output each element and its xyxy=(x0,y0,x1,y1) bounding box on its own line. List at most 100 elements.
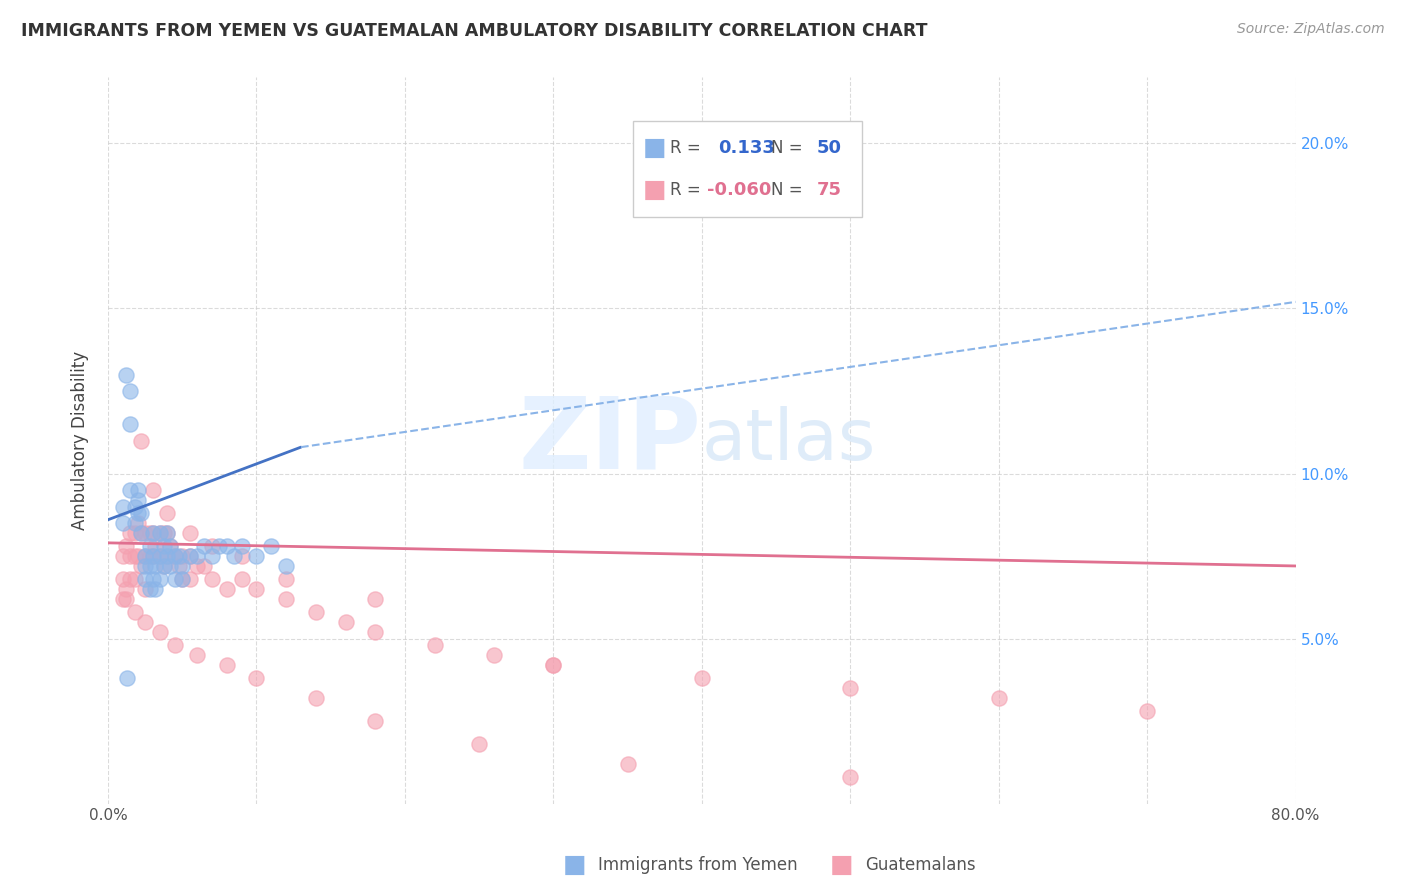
Point xyxy=(186,648,208,662)
Point xyxy=(179,525,201,540)
Point xyxy=(141,483,163,497)
Point xyxy=(153,525,176,540)
Point xyxy=(117,671,139,685)
Point xyxy=(141,525,163,540)
Point xyxy=(141,549,163,563)
Point xyxy=(276,572,298,586)
Point xyxy=(468,737,491,751)
Point xyxy=(138,558,160,573)
Point xyxy=(201,572,224,586)
Text: Guatemalans: Guatemalans xyxy=(865,856,976,874)
Text: 75: 75 xyxy=(817,181,841,199)
Point xyxy=(145,539,167,553)
Point xyxy=(127,516,149,530)
Point xyxy=(482,648,505,662)
Point xyxy=(172,572,194,586)
Point xyxy=(423,638,446,652)
Point xyxy=(163,549,186,563)
Point xyxy=(156,525,179,540)
Point xyxy=(245,671,267,685)
Point xyxy=(839,770,862,784)
Point xyxy=(127,549,149,563)
Point xyxy=(120,483,142,497)
Point xyxy=(201,549,224,563)
Point xyxy=(138,525,160,540)
Point xyxy=(149,624,172,639)
Point xyxy=(134,582,156,596)
Point xyxy=(127,506,149,520)
Point xyxy=(159,539,181,553)
Point xyxy=(129,558,152,573)
Text: N =: N = xyxy=(770,138,803,157)
Point xyxy=(138,549,160,563)
Text: N =: N = xyxy=(770,181,803,199)
Point xyxy=(127,483,149,497)
Point xyxy=(231,572,253,586)
Point xyxy=(153,539,176,553)
Text: 0.133: 0.133 xyxy=(718,138,775,157)
Point xyxy=(172,572,194,586)
Point xyxy=(141,572,163,586)
Point xyxy=(120,417,142,431)
Point xyxy=(690,671,713,685)
Point xyxy=(364,714,387,728)
Point xyxy=(156,525,179,540)
Point xyxy=(231,539,253,553)
Point xyxy=(129,434,152,448)
Point xyxy=(163,638,186,652)
Point xyxy=(127,492,149,507)
Text: ■: ■ xyxy=(643,136,666,160)
Point xyxy=(215,657,238,672)
Point xyxy=(276,558,298,573)
Point xyxy=(120,549,142,563)
Text: R =: R = xyxy=(671,138,700,157)
Point xyxy=(114,368,136,382)
Point xyxy=(145,582,167,596)
Point xyxy=(193,558,215,573)
Point xyxy=(120,384,142,398)
Point xyxy=(124,572,146,586)
Point xyxy=(201,539,224,553)
Point xyxy=(153,558,176,573)
Point xyxy=(120,525,142,540)
Point xyxy=(616,757,638,772)
Text: R =: R = xyxy=(671,181,700,199)
Point xyxy=(215,539,238,553)
Point xyxy=(364,591,387,606)
Point xyxy=(186,558,208,573)
Point xyxy=(120,572,142,586)
Point xyxy=(179,549,201,563)
Point xyxy=(149,525,172,540)
Text: IMMIGRANTS FROM YEMEN VS GUATEMALAN AMBULATORY DISABILITY CORRELATION CHART: IMMIGRANTS FROM YEMEN VS GUATEMALAN AMBU… xyxy=(21,22,928,40)
Point xyxy=(305,691,328,706)
Point xyxy=(111,516,134,530)
Point xyxy=(111,591,134,606)
Point xyxy=(124,500,146,514)
Point xyxy=(245,549,267,563)
Point xyxy=(149,572,172,586)
Point xyxy=(172,549,194,563)
Point xyxy=(159,558,181,573)
Point xyxy=(129,525,152,540)
Point xyxy=(364,624,387,639)
Point xyxy=(141,549,163,563)
Text: atlas: atlas xyxy=(702,406,876,475)
Point xyxy=(111,572,134,586)
Point xyxy=(111,500,134,514)
Point xyxy=(245,582,267,596)
Point xyxy=(159,539,181,553)
Point xyxy=(543,657,565,672)
Point xyxy=(134,572,156,586)
Text: ZIP: ZIP xyxy=(519,392,702,489)
Point xyxy=(156,506,179,520)
Y-axis label: Ambulatory Disability: Ambulatory Disability xyxy=(72,351,89,530)
Point xyxy=(124,525,146,540)
Point xyxy=(231,549,253,563)
Point xyxy=(134,549,156,563)
Point xyxy=(224,549,246,563)
Point xyxy=(134,525,156,540)
Point xyxy=(276,591,298,606)
Point xyxy=(138,582,160,596)
Point xyxy=(149,549,172,563)
Point xyxy=(149,525,172,540)
